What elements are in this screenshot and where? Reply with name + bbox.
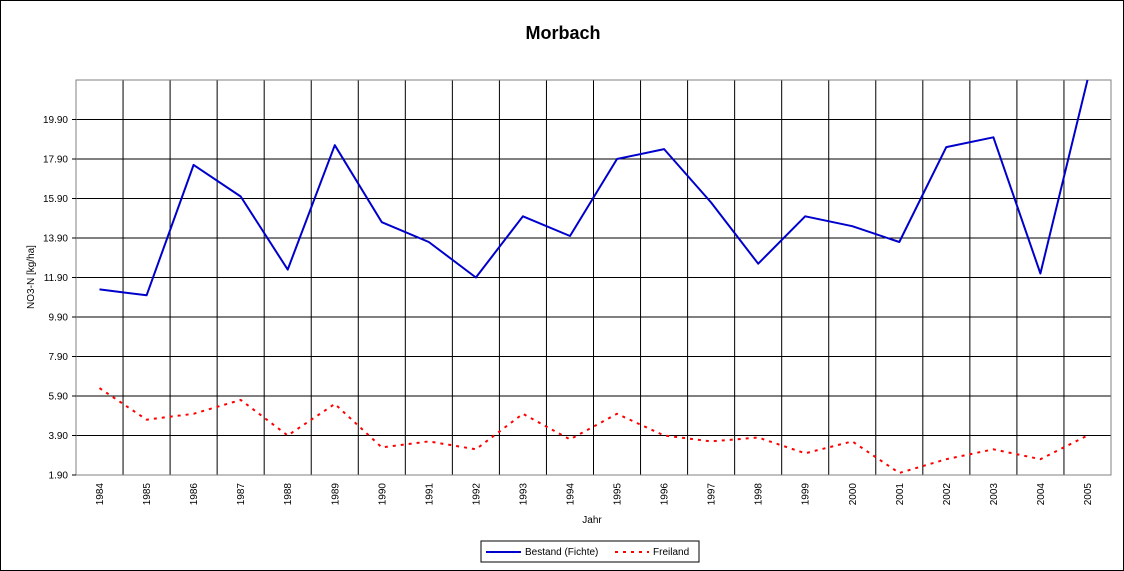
y-axis-title: NO3-N [kg/ha] [26,245,37,309]
y-tick-label: 5.90 [49,392,69,403]
x-tick-label: 1987 [236,483,247,506]
x-tick-label: 2005 [1083,483,1094,506]
x-tick-label: 1998 [754,483,765,506]
x-tick-label: 2000 [848,483,859,506]
y-tick-label: 19.90 [43,115,68,126]
legend-label-freiland: Freiland [653,547,689,558]
y-tick-label: 17.90 [43,155,68,166]
x-tick-label: 1993 [518,483,529,506]
y-tick-label: 9.90 [49,313,69,324]
x-tick-label: 2001 [895,483,906,506]
x-tick-label: 1995 [613,483,624,506]
x-tick-label: 1988 [283,483,294,506]
x-tick-labels: 1984 1985 1986 1987 1988 1989 1990 1991 1992 1993… [95,483,1094,506]
series-layer [98,79,1089,474]
series-line-bestand [99,79,1089,297]
x-tick-label: 1996 [660,483,671,506]
y-tick-labels: 1.90 3.90 5.90 7.90 9.90 11.90 13.90 15.90 17.90… [43,115,76,482]
x-tick-label: 2003 [989,483,1000,506]
y-tick-label: 11.90 [44,273,69,284]
x-tick-label: 1985 [142,483,153,506]
y-tick-label: 1.90 [49,471,69,482]
legend-box [480,540,700,563]
x-tick-label: 1990 [377,483,388,506]
x-tick-label: 1997 [707,483,718,506]
vertical-gridlines [122,80,1065,475]
x-tick-label: 1991 [424,483,435,506]
x-tick-label: 1984 [95,483,106,506]
y-tick-label: 7.90 [49,352,69,363]
x-tick-label: 2002 [942,483,953,506]
x-tick-label: 2004 [1036,483,1047,506]
x-tick-label: 1994 [565,483,576,506]
y-tick-label: 15.90 [43,194,68,205]
x-tick-label: 1989 [330,483,341,506]
legend: Bestand (Fichte) Freiland [480,540,700,563]
x-tick-label: 1999 [801,483,812,506]
y-tick-label: 3.90 [49,431,69,442]
y-tick-label: 13.90 [43,234,68,245]
legend-label-bestand: Bestand (Fichte) [525,547,598,558]
x-tick-label: 1986 [189,483,200,506]
x-axis-title: Jahr [582,515,602,526]
chart-title: Morbach [525,23,600,43]
x-tick-label: 1992 [471,483,482,506]
